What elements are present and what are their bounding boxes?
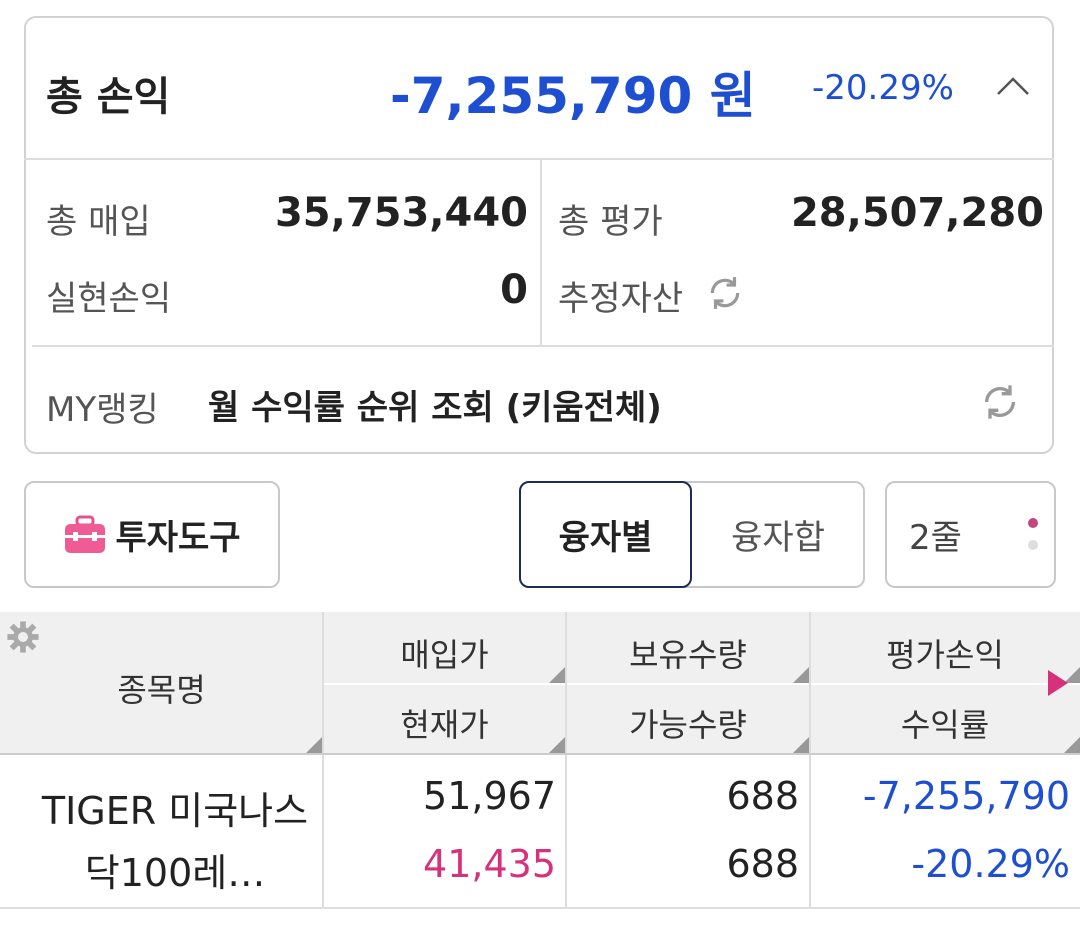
profit-rate: -20.29% bbox=[911, 842, 1070, 886]
summary-card bbox=[24, 16, 1054, 454]
detail-label: 총 평가 bbox=[558, 202, 663, 242]
summary-amount: -7,255,790 원 bbox=[390, 56, 756, 128]
divider bbox=[540, 160, 542, 346]
stock-name[interactable]: TIGER 미국나스닥100레… bbox=[41, 789, 309, 895]
header-cell[interactable]: 현재가 bbox=[400, 706, 489, 744]
sort-mark bbox=[549, 667, 565, 683]
sort-mark bbox=[793, 667, 809, 683]
ranking-label: MY랭킹 bbox=[46, 390, 159, 430]
row-divider bbox=[0, 753, 1080, 755]
detail-value: 28,507,280 bbox=[790, 190, 1044, 236]
unit: 원 bbox=[709, 67, 756, 125]
rows-selector[interactable]: 2줄 bbox=[885, 481, 1056, 588]
sort-mark bbox=[306, 737, 322, 753]
profit: -7,255,790 bbox=[862, 774, 1070, 818]
tools-label: 투자도구 bbox=[115, 518, 241, 558]
purchase-price: 51,967 bbox=[423, 774, 556, 818]
collapse-toggle[interactable] bbox=[996, 76, 1030, 98]
sort-mark bbox=[549, 737, 565, 753]
header-cell[interactable]: 수익률 bbox=[900, 706, 990, 744]
header-cell[interactable]: 매입가 bbox=[400, 636, 489, 674]
header-cell: 종목명 bbox=[117, 671, 206, 709]
available-qty: 688 bbox=[726, 842, 799, 886]
header-cell[interactable]: 가능수량 bbox=[629, 706, 747, 744]
settings-icon[interactable] bbox=[6, 620, 40, 654]
divider bbox=[32, 345, 1054, 347]
summary-rate: -20.29% bbox=[812, 68, 954, 108]
sort-mark bbox=[1064, 737, 1080, 753]
divider bbox=[24, 158, 1054, 160]
scroll-arrow[interactable] bbox=[1046, 668, 1070, 698]
tools-button[interactable]: 투자도구 bbox=[24, 481, 280, 588]
sort-mark bbox=[793, 737, 809, 753]
indicator-dot bbox=[1028, 540, 1038, 550]
detail-label: 추정자산 bbox=[558, 279, 684, 319]
sort-mark bbox=[1064, 667, 1080, 683]
refresh-icon[interactable] bbox=[980, 382, 1020, 422]
detail-label: 총 매입 bbox=[46, 202, 151, 242]
tab-selected[interactable]: 융자별 bbox=[519, 481, 692, 588]
row-divider bbox=[0, 907, 1080, 909]
toolbox-icon bbox=[65, 515, 106, 553]
detail-value: 0 bbox=[500, 267, 528, 313]
tab[interactable]: 융자합 bbox=[731, 518, 825, 558]
tab-label: 융자별 bbox=[558, 518, 653, 558]
summary-label: 총 손익 bbox=[46, 74, 171, 120]
header-cell[interactable]: 보유수량 bbox=[629, 636, 747, 674]
refresh-icon[interactable] bbox=[706, 274, 744, 312]
col-divider bbox=[809, 612, 811, 908]
header-divider bbox=[323, 683, 1080, 685]
ranking-link[interactable]: 월 수익률 순위 조회 (키움전체) bbox=[208, 388, 662, 428]
detail-value: 35,753,440 bbox=[274, 190, 528, 236]
indicator-dot bbox=[1028, 518, 1038, 528]
col-divider bbox=[322, 612, 324, 908]
header-cell[interactable]: 평가손익 bbox=[886, 636, 1004, 674]
current-price: 41,435 bbox=[423, 842, 556, 886]
amount: -7,255,790 bbox=[390, 67, 693, 125]
col-divider bbox=[565, 612, 567, 908]
holding-qty: 688 bbox=[726, 774, 799, 818]
rows-label: 2줄 bbox=[909, 518, 962, 558]
detail-label: 실현손익 bbox=[46, 279, 172, 319]
